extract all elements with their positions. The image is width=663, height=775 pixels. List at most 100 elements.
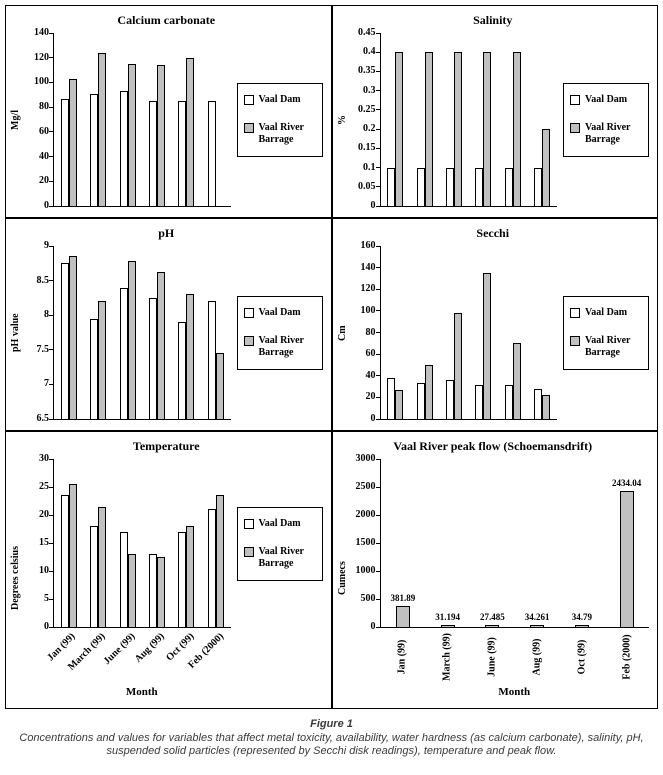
x-tick-cell: Feb (2000): [186, 628, 231, 686]
plot-column: 6.5 7 7.5 8 8.5 9 Vaal Dam Vaal River Barrage: [25, 241, 323, 424]
bar-group: [113, 459, 142, 627]
bar-group: 27.485: [470, 459, 515, 627]
chart-body: Cumecs 0 500 1000 1500 2000 2500 3000 381.89 31.1…: [336, 454, 649, 698]
bar-group: [528, 33, 557, 206]
x-tick-label: June (99): [486, 637, 498, 677]
x-tick-cell: June (99): [469, 628, 514, 686]
y-tick-label: 0: [44, 621, 49, 632]
y-tick-label: 0.2: [363, 123, 376, 135]
chart-title-ph: pH: [158, 226, 175, 240]
legend-label: Vaal Dam: [585, 307, 628, 318]
bar-vaal-dam: [387, 377, 396, 419]
chart-title-temperature: Temperature: [132, 439, 200, 453]
bar-vaal-dam: [148, 297, 157, 419]
y-tick-mark: [49, 81, 54, 83]
y-tick-label: 100: [34, 76, 49, 88]
y-tick-mark: [49, 486, 54, 488]
bar-vaal-river-barrage: [542, 129, 551, 206]
bar-group: [439, 33, 468, 206]
chart-panel-peak-flow: Vaal River peak flow (Schoemansdrift) Cum…: [331, 431, 658, 709]
x-tick-cell: Oct (99): [559, 628, 604, 686]
bar-group: [142, 246, 171, 419]
y-tick-mark: [375, 288, 381, 290]
plot-column: 0 20 40 60 80 100 120 140 Vaal Dam Vaal River Bar…: [25, 28, 323, 211]
legend-item: Vaal Dam: [570, 94, 642, 106]
bar-vaal-dam: [485, 625, 500, 627]
bar-vaal-river-barrage: [98, 506, 107, 627]
bar-vaal-dam: [119, 91, 128, 206]
y-tick-mark: [375, 626, 381, 628]
bar-vaal-dam: [475, 385, 484, 419]
y-tick-label: 30: [39, 453, 49, 464]
y-tick-mark: [375, 205, 381, 207]
plot-row: 0 500 1000 1500 2000 2500 3000 381.89 31.194 27.4…: [352, 454, 649, 632]
y-tick-mark: [375, 128, 381, 130]
y-tick-label: 100: [360, 304, 376, 316]
bar-vaal-dam: [207, 301, 216, 419]
plot-area: [49, 458, 231, 628]
y-tick-mark: [49, 57, 54, 59]
bar-group: [83, 246, 112, 419]
bar-group: 381.89: [381, 459, 426, 627]
bar-vaal-river-barrage: [127, 261, 136, 419]
bar-value-label: 2434.04: [612, 477, 642, 488]
y-tick-label: 9: [44, 240, 49, 251]
y-tick-label: 15: [39, 537, 49, 548]
bar-group: [54, 246, 83, 419]
y-tick-mark: [375, 570, 381, 572]
chart-body: Cm 0 20 40 60 80 100 120 140 160 Vaal Dam Vaal Rive…: [337, 241, 649, 424]
legend-swatch: [243, 123, 254, 133]
x-tick-label: Jan (99): [396, 639, 408, 675]
bar-vaal-dam: [90, 93, 99, 206]
bar-vaal-river-barrage: [186, 526, 195, 627]
y-tick-label: 120: [34, 51, 49, 63]
y-tick-mark: [375, 418, 381, 420]
y-tick-mark: [375, 90, 381, 92]
bar-vaal-river-barrage: [98, 52, 107, 206]
plot-row: 6.5 7 7.5 8 8.5 9 Vaal Dam Vaal River Barrage: [25, 241, 323, 424]
y-axis-title: Cumecs: [336, 561, 348, 596]
bar-vaal-dam: [119, 531, 128, 627]
bar-group: [410, 33, 439, 206]
y-tick-label: 40: [365, 369, 376, 381]
chart-body: Degrees celsius 0 5 10 15 20 25 30 Vaal Dam Vaal …: [10, 454, 323, 698]
bar-value-label: 31.194: [435, 612, 460, 623]
plot-area: 381.89 31.194 27.485 34.261 34.79 2434.04: [375, 458, 649, 628]
legend-item: Vaal Dam: [243, 518, 316, 530]
y-tick-mark: [49, 245, 54, 247]
bar-value-label: 34.79: [571, 612, 592, 623]
y-tick-mark: [375, 396, 381, 398]
bar-vaal-river-barrage: [395, 389, 404, 419]
bar-vaal-dam: [619, 490, 634, 627]
bar-vaal-dam: [148, 100, 157, 206]
y-tick-mark: [375, 147, 381, 149]
legend-box: Vaal Dam Vaal River Barrage: [236, 83, 323, 157]
chart-panel-salinity: Salinity% 0 0.05 0.1 0.15 0.2 0.25 0.3 0.35 0.4 0.…: [331, 5, 658, 218]
bar-group: [528, 246, 557, 419]
figure-caption: Figure 1 Concentrations and values for v…: [5, 718, 658, 764]
y-tick-label: 40: [39, 150, 49, 162]
y-tick-label: 0: [370, 200, 376, 211]
bar-vaal-dam: [178, 531, 187, 627]
bar-vaal-river-barrage: [68, 256, 77, 419]
y-tick-label: 2500: [355, 481, 376, 492]
x-tick-cell: Jan (99): [380, 628, 425, 686]
y-tick-label: 0.05: [358, 180, 376, 192]
plot-column: 0 0.05 0.1 0.15 0.2 0.25 0.3 0.35 0.4 0.45 Vaal Da…: [352, 28, 649, 211]
legend-label: Vaal River Barrage: [258, 545, 304, 569]
bar-group: [83, 33, 112, 206]
chart-panel-ph: pH pH value 6.5 7 7.5 8 8.5 9 Vaal Dam Vaal River…: [5, 218, 332, 431]
bar-vaal-dam: [504, 385, 513, 419]
bar-group: [142, 459, 171, 627]
chart-title-salinity: Salinity: [473, 13, 513, 27]
y-tick-mark: [49, 418, 54, 420]
y-tick-mark: [375, 375, 381, 377]
y-tick-label: 8.5: [36, 274, 50, 286]
bar-group: [201, 33, 230, 206]
plot-row: 0 20 40 60 80 100 120 140 160 Vaal Dam Vaal River …: [352, 241, 649, 424]
y-tick-mark: [375, 486, 381, 488]
y-tick-mark: [375, 109, 381, 111]
bar-vaal-river-barrage: [483, 52, 492, 206]
y-tick-mark: [375, 458, 381, 460]
y-tick-label: 60: [365, 348, 376, 360]
